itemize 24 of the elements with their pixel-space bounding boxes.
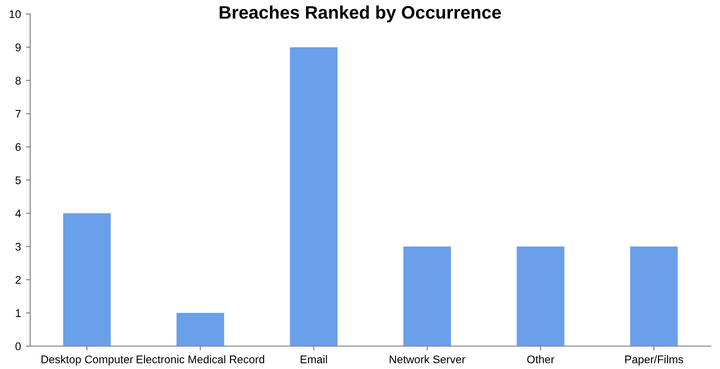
x-tick-label: Other [527, 355, 554, 364]
y-tick-label: 2 [16, 276, 21, 284]
chart-title: Breaches Ranked by Occurrence [220, 6, 501, 22]
bar [176, 312, 224, 346]
y-tick-label: 0 [15, 342, 21, 350]
bar [630, 246, 678, 346]
bar [290, 47, 338, 346]
y-tick-label: 1 [16, 309, 21, 317]
y-tick-label: 7 [16, 110, 21, 118]
x-tick-label: Electronic Medical Record [136, 355, 264, 364]
y-tick-label: 5 [15, 176, 21, 184]
x-tick-label: Network Server [390, 355, 466, 364]
y-tick-label: 3 [15, 242, 21, 251]
y-tick-label: 6 [16, 143, 21, 151]
y-tick-label: 9 [16, 44, 21, 52]
bar [63, 213, 111, 346]
x-tick-label: Email [300, 355, 327, 364]
y-tick-label: 8 [16, 76, 21, 85]
y-tick-label: 10 [10, 10, 21, 18]
x-tick-label: Paper/Films [625, 355, 684, 366]
bar [516, 246, 564, 346]
bar [403, 246, 451, 346]
y-tick-label: 4 [15, 210, 21, 218]
x-tick-label: Desktop Computer [42, 355, 134, 366]
